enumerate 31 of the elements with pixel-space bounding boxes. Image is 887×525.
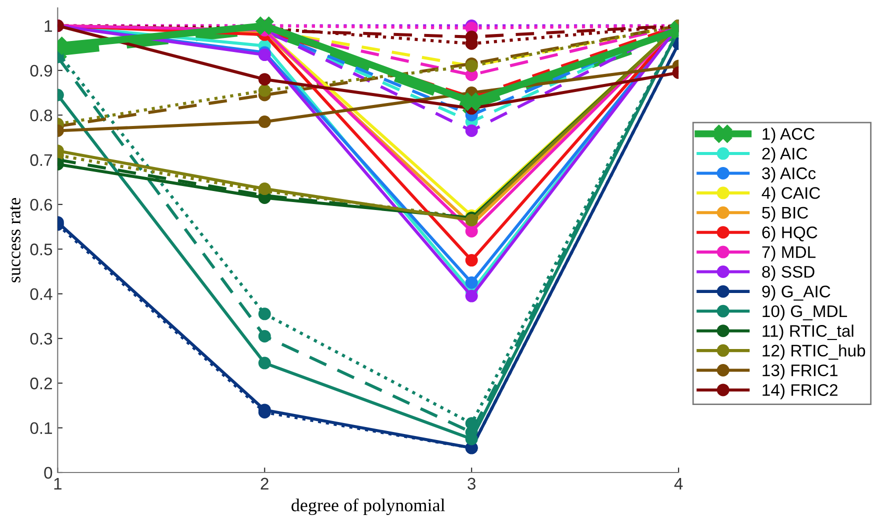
y-tick-label: 0.4: [30, 288, 52, 300]
legend-label: 8) SSD: [762, 266, 814, 282]
x-axis-title: degree of polynomial: [292, 498, 445, 516]
y-tick-label: 0.9: [30, 64, 52, 77]
y-tick-label: 0.1: [30, 422, 52, 434]
y-tick-label: 0.5: [30, 244, 52, 256]
legend-label: 7) MDL: [762, 246, 816, 262]
x-tick-label: 1: [54, 478, 62, 490]
legend-label: 13) FRIC1: [762, 364, 838, 380]
y-tick-label: 0.7: [30, 154, 52, 166]
legend-label: 1) ACC: [762, 128, 815, 144]
y-tick-label: 1: [44, 20, 52, 32]
legend-label: 14) FRIC2: [762, 384, 838, 400]
x-tick-label: 2: [260, 478, 268, 490]
y-tick-label: 0: [44, 466, 52, 479]
legend-label: 5) BIC: [762, 206, 808, 222]
legend-label: 4) CAIC: [762, 186, 820, 202]
y-axis-title: success rate: [10, 198, 20, 282]
legend-label: 2) AIC: [762, 147, 808, 163]
y-tick-label: 0.6: [30, 198, 52, 211]
y-tick-label: 0.3: [30, 332, 52, 345]
x-tick-label: 4: [674, 478, 683, 490]
legend-label: 9) G_AIC: [762, 285, 830, 301]
y-tick-label: 0.8: [30, 109, 52, 122]
legend-label: 6) HQC: [762, 226, 818, 242]
legend-label: 3) AICc: [762, 166, 816, 183]
legend-label: 12) RTIC_hub: [762, 344, 866, 360]
x-tick-label: 3: [468, 478, 476, 490]
legend-label: 11) RTIC_tal: [762, 324, 854, 340]
y-tick-label: 0.2: [30, 378, 52, 390]
legend-label: 10) G_MDL: [762, 304, 848, 320]
